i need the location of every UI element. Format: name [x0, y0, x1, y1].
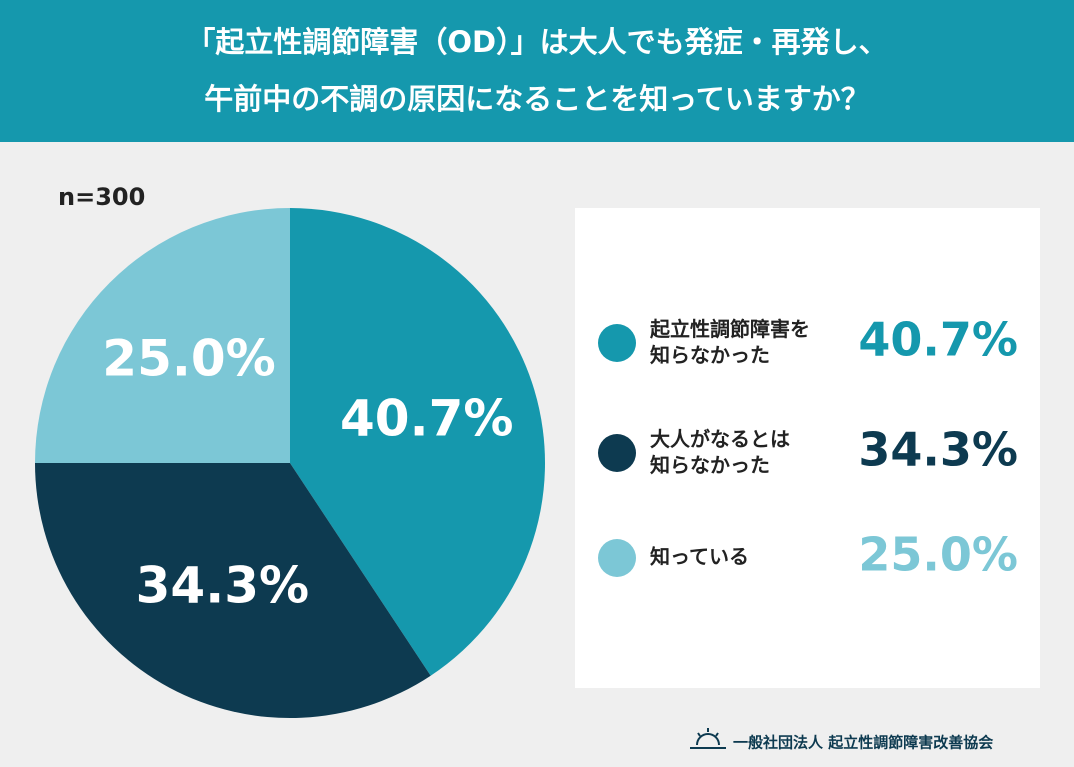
slice-label: 25.0%	[102, 330, 275, 388]
legend-value: 34.3%	[858, 423, 1018, 477]
logo-icon	[690, 728, 726, 749]
pie-slice	[35, 463, 431, 719]
legend-value: 25.0%	[858, 528, 1018, 582]
legend-marker	[598, 324, 636, 362]
pie-slice	[290, 208, 546, 676]
slice-label: 34.3%	[136, 556, 309, 614]
legend-label: 起立性調節障害を知らなかった	[649, 317, 810, 367]
legend-marker	[598, 434, 636, 472]
chart-title: 「起立性調節障害（OD）」は大人でも発症・再発し、	[186, 25, 887, 59]
legend-box	[575, 208, 1040, 688]
legend-label: 大人がなるとは知らなかった	[650, 427, 790, 477]
legend-marker	[598, 539, 636, 577]
pie-slice	[35, 208, 290, 463]
chart-title: 午前中の不調の原因になることを知っていますか？	[204, 82, 870, 116]
legend-value: 40.7%	[858, 313, 1018, 367]
sample-size: n=300	[58, 183, 145, 211]
source: 一般社団法人 起立性調節障害改善協会	[733, 734, 993, 752]
slice-label: 40.7%	[340, 389, 513, 447]
legend-label: 知っている	[650, 545, 749, 569]
header-bar	[0, 0, 1074, 142]
